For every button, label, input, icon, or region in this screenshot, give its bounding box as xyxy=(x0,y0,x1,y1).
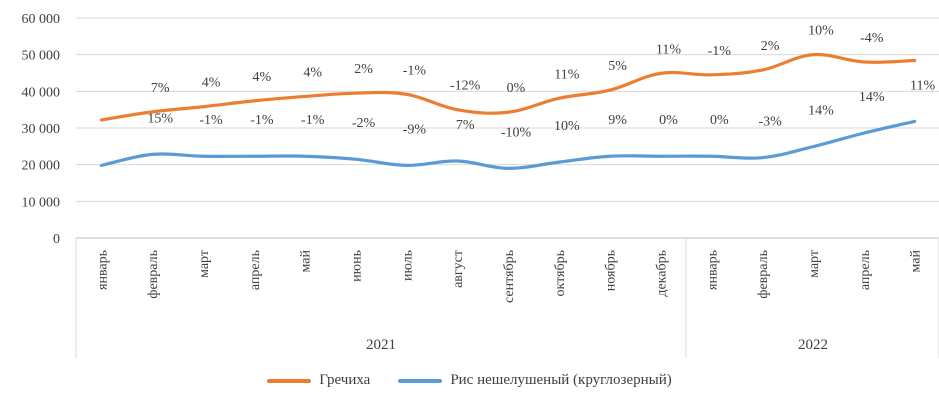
y-axis-ticks: 0 10 000 20 000 30 000 40 000 50 000 60 000 xyxy=(22,12,61,247)
x-tick-label: январь xyxy=(705,250,720,290)
year-label: 2022 xyxy=(798,337,828,353)
x-tick-label: январь xyxy=(95,250,110,290)
data-label-rice: 0% xyxy=(659,113,678,128)
legend-swatch-buckwheat xyxy=(267,378,312,383)
data-label-buckwheat: 2% xyxy=(354,62,373,77)
data-label-buckwheat: -4% xyxy=(860,31,884,46)
data-label-buckwheat: -12% xyxy=(450,79,481,94)
data-label-rice: 7% xyxy=(456,118,475,133)
data-label-buckwheat: 5% xyxy=(608,59,627,74)
year-label: 2021 xyxy=(366,337,396,353)
data-label-rice: -3% xyxy=(758,115,782,130)
x-axis-ticks: январь февраль март апрель май июнь июль август… xyxy=(95,250,923,303)
data-label-rice: -2% xyxy=(352,116,376,131)
data-label-buckwheat: 10% xyxy=(808,24,834,39)
x-tick-label: июль xyxy=(400,250,415,281)
data-label-buckwheat: -1% xyxy=(708,44,732,59)
data-label-rice: 9% xyxy=(608,113,627,128)
data-label-rice: 10% xyxy=(554,119,580,134)
data-label-buckwheat: 4% xyxy=(303,65,322,80)
x-tick-label: март xyxy=(807,250,822,278)
data-label-buckwheat: 0% xyxy=(507,81,526,96)
x-tick-label: май xyxy=(299,250,314,273)
data-label-rice: -9% xyxy=(403,122,427,137)
x-tick-label: апрель xyxy=(858,250,873,290)
x-tick-label: март xyxy=(197,250,212,278)
legend: Гречиха Рис нешелушеный (круглозерный) xyxy=(0,372,939,389)
series-lines xyxy=(99,52,917,170)
y-tick-label: 30 000 xyxy=(22,122,61,137)
data-label-rice: 14% xyxy=(859,90,885,105)
data-label-buckwheat: 2% xyxy=(761,39,780,54)
legend-label-buckwheat: Гречиха xyxy=(319,372,371,388)
data-label-rice: 15% xyxy=(147,111,173,126)
x-tick-label: сентябрь xyxy=(502,250,517,303)
data-label-buckwheat: 4% xyxy=(253,70,272,85)
data-label-buckwheat: -1% xyxy=(403,63,427,78)
data-label-buckwheat: 4% xyxy=(202,76,221,91)
data-label-rice: -1% xyxy=(301,113,325,128)
x-tick-label: май xyxy=(909,250,924,273)
x-tick-label: октябрь xyxy=(553,250,568,297)
y-tick-label: 20 000 xyxy=(22,159,61,174)
x-tick-label: февраль xyxy=(756,250,771,299)
data-label-rice: -1% xyxy=(250,113,274,128)
series-line-rice xyxy=(99,119,917,170)
data-label-rice: 14% xyxy=(808,104,834,119)
category-axis xyxy=(75,238,939,358)
y-tick-label: 60 000 xyxy=(22,12,61,27)
x-tick-label: июнь xyxy=(350,250,365,282)
legend-swatch-rice xyxy=(398,378,443,383)
y-tick-label: 40 000 xyxy=(22,85,61,100)
x-tick-label: декабрь xyxy=(654,250,669,297)
gridlines xyxy=(76,17,939,239)
legend-item-buckwheat: Гречиха xyxy=(267,372,370,389)
data-label-rice: -1% xyxy=(199,113,223,128)
data-labels: 7% 4% 4% 4% 2% -1% -12% 0% 11% 5% 11% -1% 2% 10% -4% 15… xyxy=(147,24,935,141)
legend-label-rice: Рис нешелушеный (круглозерный) xyxy=(450,372,672,388)
data-label-buckwheat: 7% xyxy=(151,81,170,96)
series-line-buckwheat xyxy=(99,52,917,122)
y-tick-label: 0 xyxy=(53,232,60,247)
data-label-rice: 11% xyxy=(910,78,935,93)
x-tick-label: ноябрь xyxy=(604,250,619,291)
data-label-buckwheat: 11% xyxy=(554,67,579,82)
data-label-rice: 0% xyxy=(710,113,729,128)
data-label-buckwheat: 11% xyxy=(656,42,681,57)
legend-item-rice: Рис нешелушеный (круглозерный) xyxy=(398,372,672,389)
year-labels: 2021 2022 xyxy=(366,337,828,353)
data-label-rice: -10% xyxy=(501,125,532,140)
y-tick-label: 10 000 xyxy=(22,195,61,210)
x-tick-label: август xyxy=(451,250,466,288)
x-tick-label: февраль xyxy=(146,250,161,299)
y-tick-label: 50 000 xyxy=(22,49,61,64)
x-tick-label: апрель xyxy=(248,250,263,290)
